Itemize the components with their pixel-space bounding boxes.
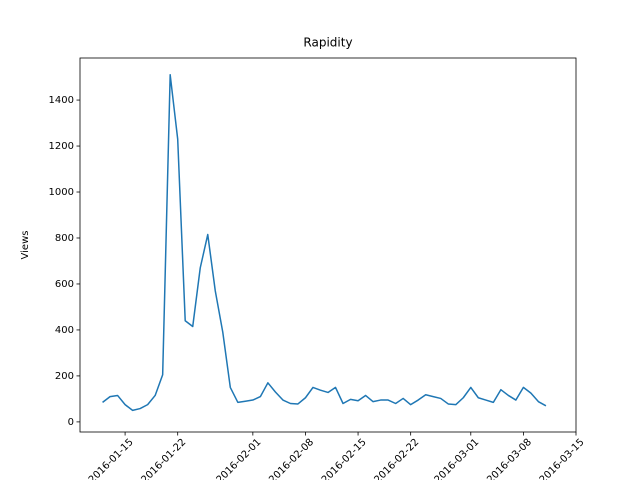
x-tick-label: 2016-02-01 bbox=[215, 437, 264, 480]
x-tick-label: 2016-03-08 bbox=[485, 437, 534, 480]
y-tick-label: 400 bbox=[55, 325, 74, 336]
chart-title: Rapidity bbox=[303, 36, 352, 50]
y-tick-label: 1200 bbox=[49, 141, 74, 152]
y-tick-label: 1400 bbox=[49, 95, 74, 106]
x-tick-label: 2016-02-22 bbox=[372, 437, 421, 480]
x-tick-label: 2016-01-15 bbox=[87, 437, 136, 480]
y-tick-label: 600 bbox=[55, 279, 74, 290]
y-tick-label: 200 bbox=[55, 371, 74, 382]
y-axis-label: Views bbox=[20, 231, 31, 260]
y-tick-label: 1000 bbox=[49, 187, 74, 198]
y-tick-label: 0 bbox=[68, 417, 74, 428]
plot-frame bbox=[79, 57, 577, 433]
x-tick-label: 2016-01-22 bbox=[139, 437, 188, 480]
x-tick-label: 2016-02-15 bbox=[320, 437, 369, 480]
x-tick-label: 2016-02-08 bbox=[267, 437, 316, 480]
y-tick-label: 800 bbox=[55, 233, 74, 244]
x-tick-label: 2016-03-01 bbox=[433, 437, 482, 480]
x-tick-label: 2016-03-15 bbox=[538, 437, 587, 480]
line-series bbox=[102, 74, 547, 412]
